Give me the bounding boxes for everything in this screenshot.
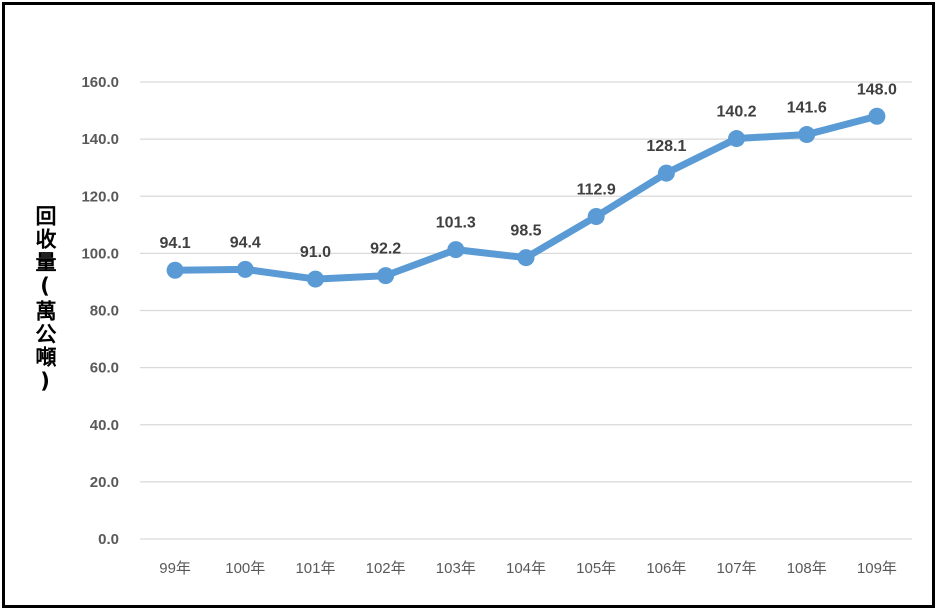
data-label: 98.5 — [510, 223, 541, 240]
data-label: 128.1 — [646, 138, 686, 155]
x-tick-label: 107年 — [717, 560, 757, 577]
x-tick-labels: 99年 100年 101年 102年 103年 104年 105年 106年 107年 108年 1… — [159, 560, 897, 577]
y-tick-label: 40.0 — [90, 417, 119, 434]
data-point — [587, 208, 605, 226]
data-label: 94.1 — [160, 235, 191, 252]
x-tick-label: 102年 — [366, 560, 406, 577]
y-tick-label: 80.0 — [90, 303, 119, 320]
y-tick-labels: 0.0 20.0 40.0 60.0 80.0 100.0 120.0 140.0 160.0 — [81, 74, 119, 548]
data-labels: 94.1 94.4 91.0 92.2 101.3 98.5 112.9 128.1 140.2… — [160, 81, 898, 261]
x-tick-label: 105年 — [576, 560, 616, 577]
y-axis-label: 回收量(萬公噸) — [33, 205, 57, 395]
gridlines — [140, 81, 912, 540]
y-tick-label: 60.0 — [90, 360, 119, 377]
y-tick-label: 20.0 — [90, 474, 119, 491]
x-tick-label: 101年 — [295, 560, 335, 577]
data-point — [447, 241, 465, 259]
x-tick-label: 109年 — [857, 560, 897, 577]
x-tick-label: 108年 — [787, 560, 827, 577]
data-label: 92.2 — [370, 241, 401, 258]
data-point — [517, 249, 535, 267]
data-point — [377, 267, 395, 285]
y-tick-label: 100.0 — [81, 245, 119, 262]
data-label: 141.6 — [787, 100, 827, 117]
data-label: 91.0 — [300, 244, 331, 261]
data-point — [657, 164, 675, 182]
data-label: 101.3 — [436, 215, 476, 232]
data-point — [236, 260, 254, 278]
x-tick-label: 106年 — [646, 560, 686, 577]
y-tick-label: 160.0 — [81, 74, 119, 91]
data-point — [728, 130, 746, 148]
x-tick-label: 103年 — [436, 560, 476, 577]
series-points — [166, 107, 886, 288]
data-point — [798, 126, 816, 144]
x-tick-label: 104年 — [506, 560, 546, 577]
data-point — [868, 107, 886, 125]
x-tick-label: 100年 — [225, 560, 265, 577]
data-label: 140.2 — [717, 104, 757, 121]
y-tick-label: 140.0 — [81, 131, 119, 148]
data-point — [166, 261, 184, 279]
data-label: 94.4 — [230, 234, 261, 251]
data-label: 148.0 — [857, 81, 897, 98]
data-point — [306, 270, 324, 288]
y-tick-label: 0.0 — [98, 531, 119, 548]
data-label: 112.9 — [577, 182, 616, 199]
x-tick-label: 99年 — [159, 560, 191, 577]
y-tick-label: 120.0 — [81, 188, 119, 205]
